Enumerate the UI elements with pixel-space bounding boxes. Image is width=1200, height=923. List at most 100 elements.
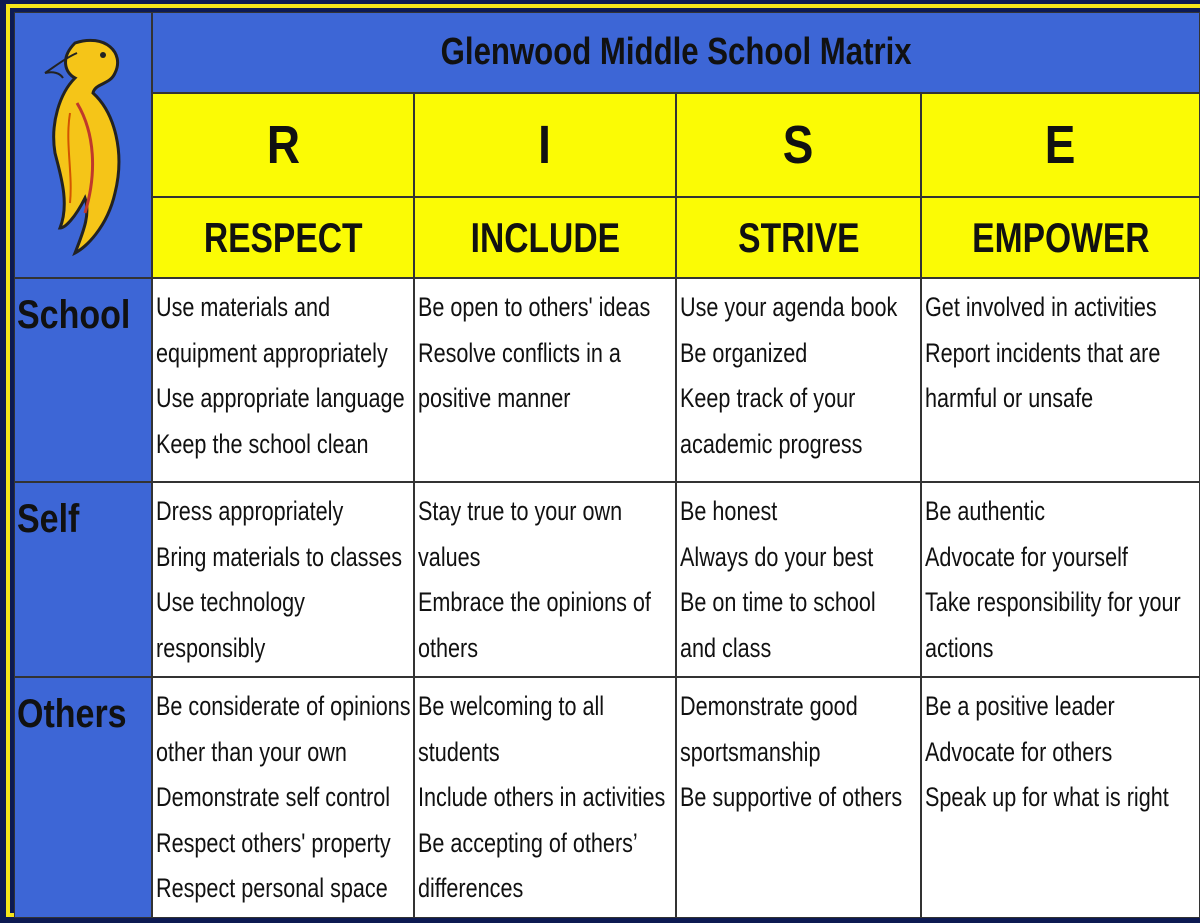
cell-line: Demonstrate self control: [156, 782, 391, 812]
cell-line-row: Keep the school clean: [156, 426, 413, 472]
cell-line: Be supportive of others: [680, 782, 903, 812]
column-word: EMPOWER: [971, 213, 1150, 261]
cell-line: Get involved in activities: [925, 292, 1157, 322]
cell-line: actions: [925, 632, 994, 663]
cell-line-row: Be accepting of others’: [418, 825, 675, 871]
cell-line: Dress appropriately: [156, 496, 344, 526]
cell-line: Use your agenda book: [680, 292, 898, 322]
word-cell: RESPECT: [152, 197, 414, 278]
cell-line: values: [418, 541, 481, 572]
cell-line-row: Demonstrate good: [680, 688, 920, 734]
row-label: Self: [17, 497, 80, 541]
letter-cell: R: [152, 93, 414, 197]
cell-line-row: responsibly: [156, 630, 413, 676]
cell-line: other than your own: [156, 736, 347, 767]
cell-line: Take responsibility for your: [925, 587, 1181, 617]
cell-line-row: values: [418, 539, 675, 585]
cell-line: students: [418, 736, 500, 767]
cell-line: Respect personal space: [156, 873, 388, 903]
cell-line: academic progress: [680, 428, 863, 459]
cell-line: Keep track of your: [680, 383, 856, 413]
column-word: STRIVE: [737, 213, 860, 261]
cell-line: Be a positive leader: [925, 691, 1115, 721]
cell-line: and class: [680, 632, 772, 663]
row-label: School: [17, 293, 131, 337]
letter-cell: E: [921, 93, 1200, 197]
matrix-cell: Be a positive leader Advocate for others S…: [921, 677, 1200, 918]
row-label: Others: [17, 692, 127, 736]
cell-line-row: Bring materials to classes: [156, 539, 413, 585]
cell-line: Resolve conflicts in a: [418, 337, 621, 368]
matrix-cell: Dress appropriately Bring materials to cl…: [152, 482, 414, 677]
cell-line-row: Use materials and: [156, 289, 413, 335]
cell-line-row: Keep track of your: [680, 380, 920, 426]
cell-line-row: Embrace the opinions of: [418, 584, 675, 630]
cell-line: Use appropriate language: [156, 383, 405, 413]
cell-line: Be welcoming to all: [418, 691, 605, 721]
cell-line-row: Include others in activities: [418, 779, 675, 825]
cell-line: Advocate for yourself: [925, 541, 1128, 572]
matrix-cell: Demonstrate good sportsmanship Be supporti…: [676, 677, 921, 918]
matrix-cell: Get involved in activities Report inciden…: [921, 278, 1200, 482]
cell-line-row: actions: [925, 630, 1199, 676]
cell-line: positive manner: [418, 383, 571, 413]
cell-line-row: others: [418, 630, 675, 676]
cell-line-row: Respect others' property: [156, 825, 413, 871]
matrix-cell: Be authentic Advocate for yourself Take re…: [921, 482, 1200, 677]
cell-line: Embrace the opinions of: [418, 587, 651, 617]
cell-line-row: equipment appropriately: [156, 335, 413, 381]
cell-line: Be open to others' ideas: [418, 292, 651, 322]
cell-line-row: Respect personal space: [156, 870, 413, 916]
matrix-cell: Be welcoming to all students Include other…: [414, 677, 676, 918]
cell-line: Include others in activities: [418, 782, 666, 812]
cell-line-row: Advocate for yourself: [925, 539, 1199, 585]
matrix-cell: Be honest Always do your best Be on time t…: [676, 482, 921, 677]
cell-line: Advocate for others: [925, 736, 1113, 767]
cell-line-row: Stay true to your own: [418, 493, 675, 539]
column-letter: S: [783, 115, 814, 175]
cell-line: Be on time to school: [680, 587, 876, 617]
cell-line-row: Demonstrate self control: [156, 779, 413, 825]
cell-line-row: Be open to others' ideas: [418, 289, 675, 335]
cell-line-row: Use technology: [156, 584, 413, 630]
cell-line: Always do your best: [680, 541, 874, 572]
cell-line: Report incidents that are: [925, 337, 1161, 368]
word-cell: STRIVE: [676, 197, 921, 278]
letter-cell: I: [414, 93, 676, 197]
cell-line-row: sportsmanship: [680, 734, 920, 780]
cell-line-row: Be organized: [680, 335, 920, 381]
cell-line-row: other than your own: [156, 734, 413, 780]
cell-line-row: academic progress: [680, 426, 920, 472]
cell-line-row: Dress appropriately: [156, 493, 413, 539]
cell-line-row: Resolve conflicts in a: [418, 335, 675, 381]
logo-cell: [14, 12, 152, 278]
cell-line-row: Get involved in activities: [925, 289, 1199, 335]
cell-line: harmful or unsafe: [925, 383, 1094, 413]
cell-line-row: Speak up for what is right: [925, 779, 1199, 825]
cell-line-row: Report incidents that are: [925, 335, 1199, 381]
matrix-cell: Stay true to your own values Embrace the o…: [414, 482, 676, 677]
row-label-cell: Self: [14, 482, 152, 677]
matrix-cell: Be open to others' ideas Resolve conflict…: [414, 278, 676, 482]
row-label-cell: Others: [14, 677, 152, 918]
title: Glenwood Middle School Matrix: [440, 31, 912, 73]
cell-line-row: Be a positive leader: [925, 688, 1199, 734]
cell-line-row: and class: [680, 630, 920, 676]
cell-line-row: Take responsibility for your: [925, 584, 1199, 630]
cell-line-row: Be on time to school: [680, 584, 920, 630]
cell-line-row: students: [418, 734, 675, 780]
cell-line-row: Be honest: [680, 493, 920, 539]
column-letter: E: [1045, 115, 1076, 175]
matrix-cell: Be considerate of opinions other than you…: [152, 677, 414, 918]
cell-line: Be honest: [680, 496, 778, 526]
matrix-cell: Use your agenda book Be organized Keep tra…: [676, 278, 921, 482]
cell-line-row: Use your agenda book: [680, 289, 920, 335]
matrix-cell: Use materials and equipment appropriately…: [152, 278, 414, 482]
column-letter: I: [538, 115, 552, 175]
row-label-cell: School: [14, 278, 152, 482]
cell-line: Use technology: [156, 587, 305, 617]
cell-line-row: Always do your best: [680, 539, 920, 585]
cell-line: Keep the school clean: [156, 428, 369, 459]
word-cell: EMPOWER: [921, 197, 1200, 278]
